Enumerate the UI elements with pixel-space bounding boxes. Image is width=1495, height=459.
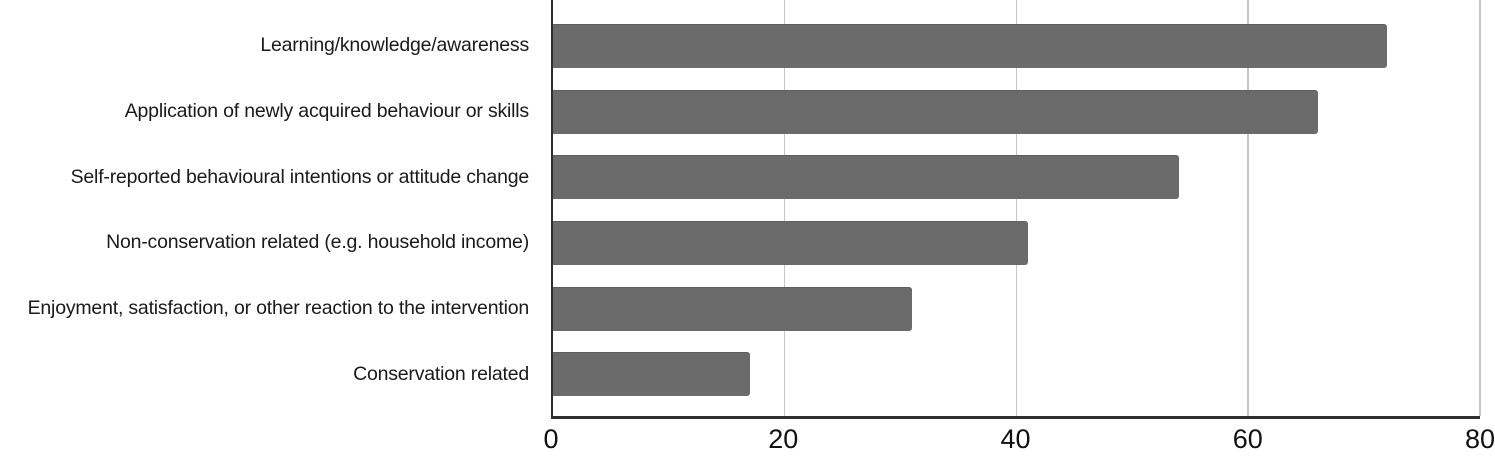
label-row: Enjoyment, satisfaction, or other reacti… — [0, 276, 540, 342]
bar-row — [553, 144, 1480, 210]
category-label: Conservation related — [353, 362, 529, 385]
gridline-x-40 — [1015, 0, 1017, 416]
label-row: Learning/knowledge/awareness — [0, 13, 540, 79]
bar-row — [553, 79, 1480, 145]
category-label: Self-reported behavioural intentions or … — [70, 165, 530, 188]
x-tick-label-80: 80 — [1464, 424, 1495, 454]
bar-row — [553, 210, 1480, 276]
bar-2 — [553, 89, 1318, 134]
bars-layer — [553, 0, 1480, 416]
category-label: Non-conservation related (e.g. household… — [106, 231, 529, 254]
label-row: Conservation related — [0, 341, 540, 407]
bar-5 — [553, 286, 913, 331]
x-tick-label-20: 20 — [768, 424, 799, 454]
plot-area — [551, 0, 1481, 419]
bar-row — [553, 276, 1480, 342]
x-axis-tick-labels: 0 20 40 60 80 — [0, 424, 1495, 459]
gridline-x-80 — [1479, 0, 1481, 416]
gridline-x-20 — [783, 0, 786, 416]
bar-row — [553, 341, 1480, 407]
bar-1 — [553, 23, 1388, 68]
bar-row — [553, 13, 1480, 79]
label-row: Non-conservation related (e.g. household… — [0, 210, 540, 276]
bar-6 — [553, 352, 750, 397]
x-tick-label-40: 40 — [1000, 424, 1031, 454]
x-tick-label-0: 0 — [543, 424, 559, 454]
bar-3 — [553, 155, 1179, 200]
category-label: Learning/knowledge/awareness — [260, 34, 529, 57]
category-labels-column: Learning/knowledge/awareness Application … — [0, 0, 540, 419]
gridline-x-60 — [1247, 0, 1249, 416]
category-label: Enjoyment, satisfaction, or other reacti… — [27, 297, 530, 320]
label-row: Application of newly acquired behaviour … — [0, 79, 540, 145]
label-row: Self-reported behavioural intentions or … — [0, 144, 540, 210]
bar-4 — [553, 220, 1029, 265]
x-tick-label-60: 60 — [1232, 424, 1263, 454]
category-label: Application of newly acquired behaviour … — [124, 100, 529, 123]
